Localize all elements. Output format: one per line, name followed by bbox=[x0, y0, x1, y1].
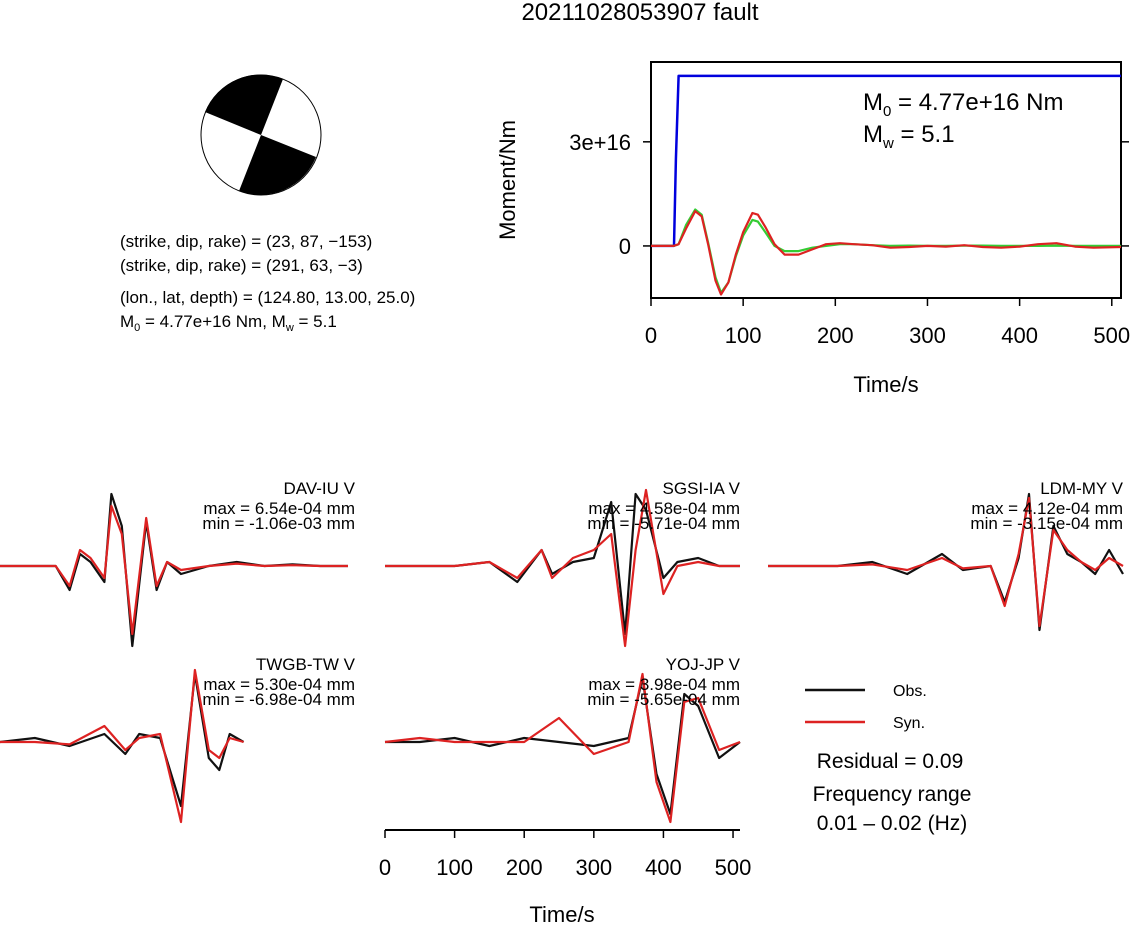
moment-x-tick-label: 400 bbox=[1001, 323, 1038, 348]
moment-m0-annotation: M0 = 4.77e+16 Nm bbox=[863, 89, 1063, 120]
residual-text: Residual = 0.09 bbox=[817, 750, 964, 773]
station-name: TWGB-TW V bbox=[256, 655, 356, 674]
station-min: min = -5.65e-04 mm bbox=[587, 690, 740, 709]
station-min: min = -1.06e-03 mm bbox=[202, 514, 355, 533]
waveform-x-tick-label: 300 bbox=[575, 855, 612, 880]
waveform-x-tick-label: 200 bbox=[506, 855, 543, 880]
station-max: max = 5.30e-04 mm bbox=[203, 675, 355, 694]
waveform-x-tick-label: 100 bbox=[436, 855, 473, 880]
station-name: YOJ-JP V bbox=[666, 655, 741, 674]
waveform-x-ticks: 0 100 200 300 400 500 bbox=[379, 830, 752, 880]
moment-x-tick-label: 500 bbox=[1093, 323, 1130, 348]
legend-obs-label: Obs. bbox=[893, 683, 927, 700]
synthetic-waveform bbox=[384, 672, 741, 824]
moment-series bbox=[651, 74, 1122, 296]
frequency-range-label: Frequency range bbox=[813, 783, 972, 806]
station-min: min = -6.98e-04 mm bbox=[202, 690, 355, 709]
moment-y-tick-label: 0 bbox=[619, 234, 631, 259]
station-name: LDM-MY V bbox=[1040, 479, 1123, 498]
moment-x-tick-label: 200 bbox=[817, 323, 854, 348]
synthetic-waveform bbox=[385, 488, 740, 648]
moment-series-1 bbox=[651, 208, 1121, 294]
moment-y-axis-label: Moment/Nm bbox=[495, 120, 520, 240]
observed-waveform bbox=[385, 492, 740, 636]
synthetic-waveform bbox=[0, 504, 348, 636]
moment-x-ticks: 0 100 200 300 400 500 bbox=[645, 298, 1130, 348]
location-line: (lon., lat, depth) = (124.80, 13.00, 25.… bbox=[120, 288, 415, 307]
nodal-plane-1: (strike, dip, rake) = (23, 87, −153) bbox=[120, 232, 372, 251]
moment-x-tick-label: 100 bbox=[725, 323, 762, 348]
station-min: min = -5.71e-04 mm bbox=[587, 514, 740, 533]
mechanism-info: (strike, dip, rake) = (23, 87, −153) (st… bbox=[120, 232, 415, 334]
frequency-range-value: 0.01 – 0.02 (Hz) bbox=[817, 812, 968, 835]
moment-panel: 0 100 200 300 400 500 0 3e+16 Time/s Moment/Nm… bbox=[495, 61, 1130, 397]
moment-series-2 bbox=[651, 210, 1122, 296]
nodal-plane-2: (strike, dip, rake) = (291, 63, −3) bbox=[120, 256, 363, 275]
moment-x-tick-label: 300 bbox=[909, 323, 946, 348]
station-name: SGSI-IA V bbox=[663, 479, 741, 498]
moment-mw-annotation: Mw = 5.1 bbox=[863, 121, 955, 152]
waveform-x-axis-label: Time/s bbox=[529, 902, 594, 927]
waveform-x-tick-label: 0 bbox=[379, 855, 391, 880]
station-min: min = -3.15e-04 mm bbox=[970, 514, 1123, 533]
station-max: max = 6.54e-04 mm bbox=[203, 499, 355, 518]
synthetic-waveform bbox=[768, 496, 1124, 628]
moment-x-tick-label: 0 bbox=[645, 323, 657, 348]
waveform-x-tick-label: 500 bbox=[715, 855, 752, 880]
beachball-compression-quadrant-1 bbox=[205, 74, 283, 135]
legend-syn-label: Syn. bbox=[893, 715, 925, 732]
waveform-time-axis: 0 100 200 300 400 500 Time/s bbox=[379, 829, 752, 927]
moment-y-tick-label: 3e+16 bbox=[569, 130, 631, 155]
beachball-compression-quadrant-2 bbox=[239, 135, 316, 195]
station-max: max = 4.12e-04 mm bbox=[971, 499, 1123, 518]
legend: Obs. Syn. bbox=[805, 683, 927, 732]
figure-title: 20211028053907 fault bbox=[521, 0, 758, 26]
moment-panel-frame bbox=[650, 61, 1122, 299]
magnitude-line: M0 = 4.77e+16 Nm, Mw = 5.1 bbox=[120, 312, 337, 334]
moment-y-ticks: 0 3e+16 bbox=[569, 130, 1129, 259]
waveform-x-tick-label: 400 bbox=[645, 855, 682, 880]
moment-x-axis-label: Time/s bbox=[853, 372, 918, 397]
station-max: max = 3.98e-04 mm bbox=[588, 675, 740, 694]
beachball bbox=[200, 74, 322, 196]
synthetic-waveform bbox=[0, 668, 244, 824]
station-max: max = 4.58e-04 mm bbox=[588, 499, 740, 518]
station-name: DAV-IU V bbox=[284, 479, 356, 498]
